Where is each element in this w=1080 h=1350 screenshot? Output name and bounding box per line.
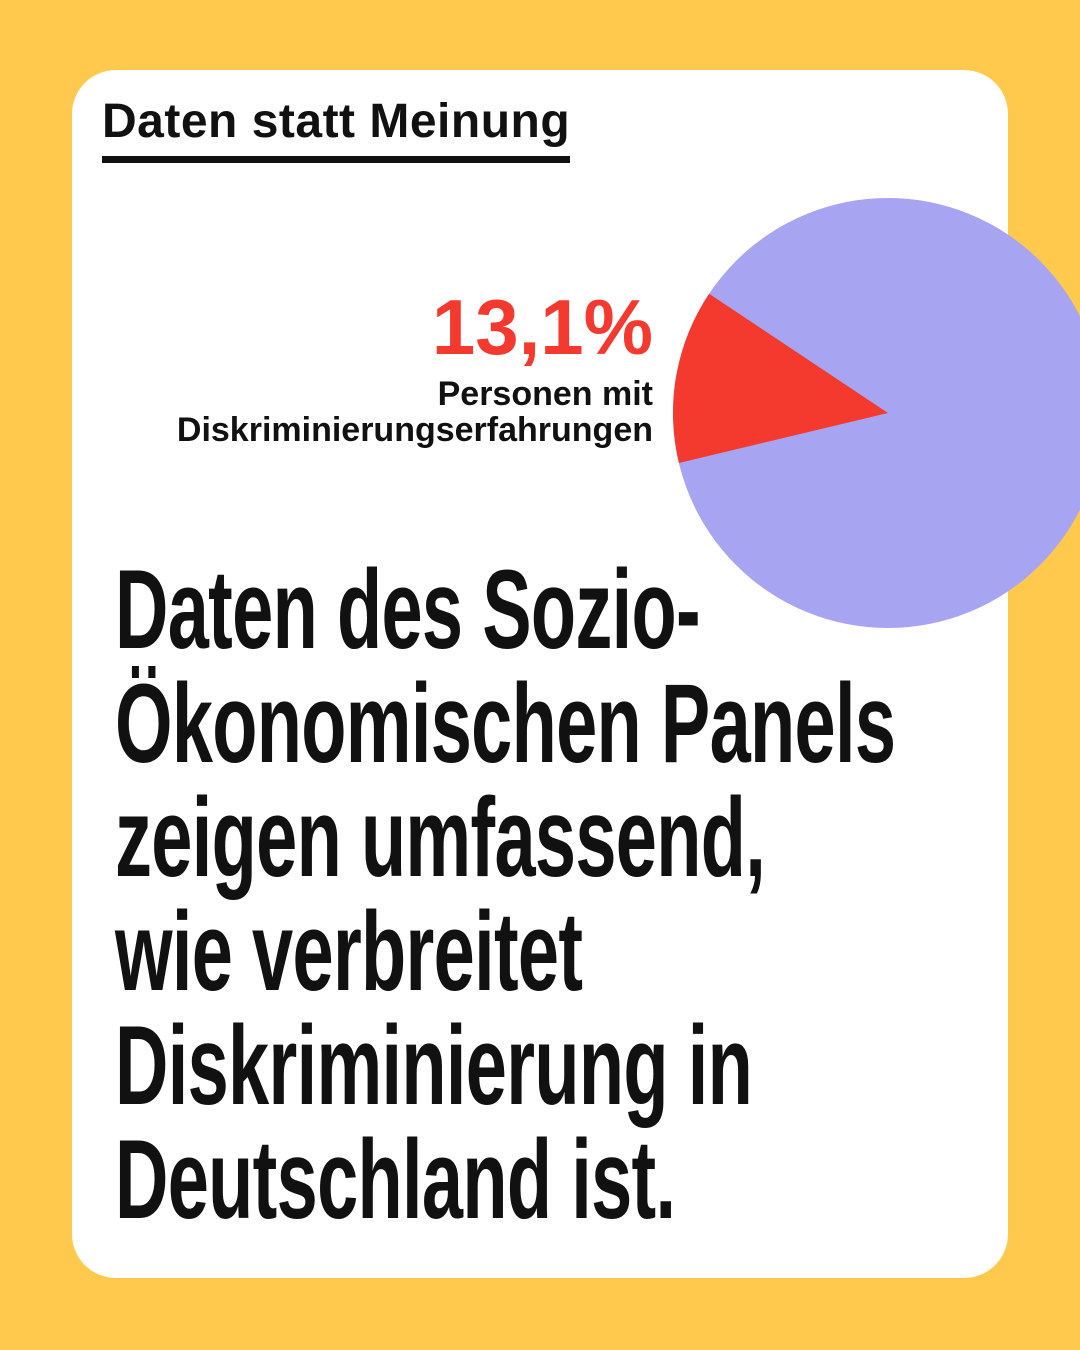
stat-label-line-1: Personen mit	[437, 375, 653, 413]
page-title: Daten statt Meinung	[102, 95, 571, 163]
headline-line-5: Diskriminierung in	[115, 1003, 753, 1128]
headline-line-4: wie verbreitet	[115, 889, 583, 1014]
stat-label: Personen mit Diskriminierungserfahrungen	[93, 376, 653, 448]
headline-line-6: Deutschland ist.	[115, 1117, 676, 1242]
pie-slice-discrimination	[673, 293, 888, 463]
stat-block: 13,1% Personen mit Diskriminierungserfah…	[93, 288, 653, 448]
headline-line-3: zeigen umfassend,	[115, 775, 766, 900]
pie-chart	[673, 198, 1080, 628]
headline-line-2: Ökonomischen Panels	[115, 661, 896, 786]
stat-label-line-2: Diskriminierungserfahrungen	[176, 411, 653, 449]
headline: Daten des Sozio- Ökonomischen Panels zei…	[115, 547, 896, 1242]
stat-value: 13,1%	[431, 283, 653, 371]
headline-line-1: Daten des Sozio-	[115, 547, 701, 672]
